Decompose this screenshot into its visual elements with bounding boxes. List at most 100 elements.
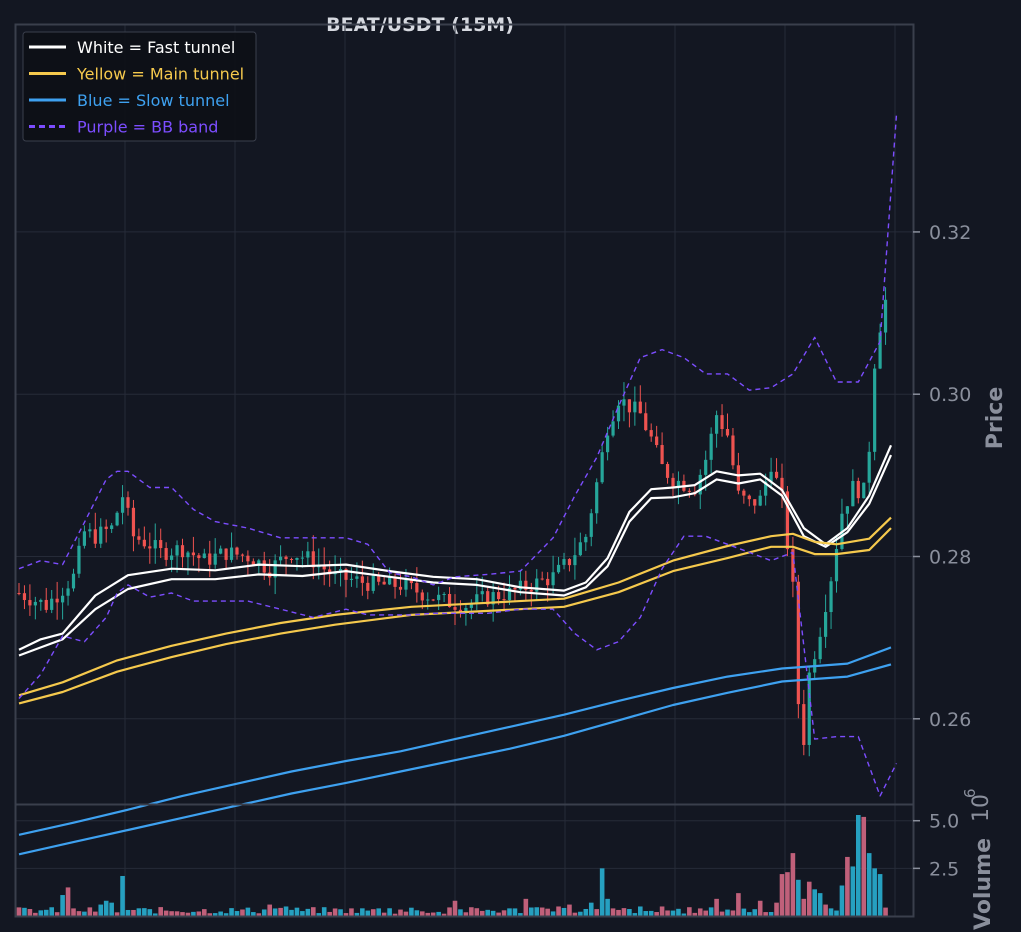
volume-bar [665, 910, 670, 916]
volume-bar [93, 911, 98, 916]
candle-up [371, 575, 375, 591]
candle-up [50, 598, 54, 610]
volume-bar [311, 907, 316, 916]
volume-bar [196, 911, 202, 916]
volume-bar [790, 853, 796, 916]
price-tick-label: 0.32 [929, 222, 971, 244]
candle-up [229, 547, 234, 560]
candle-up [834, 548, 839, 582]
candle-down [191, 552, 195, 556]
candle-down [458, 609, 463, 613]
candle-down [747, 495, 751, 500]
volume-bar [174, 911, 180, 916]
volume-bar [125, 909, 131, 916]
candle-down [720, 415, 724, 430]
candle-up [99, 526, 103, 544]
candle-up [845, 506, 849, 514]
volume-bar [65, 887, 71, 916]
candle-up [507, 587, 512, 601]
volume-bar [752, 909, 758, 916]
candle-down [567, 559, 572, 566]
candle-down [725, 429, 730, 436]
volume-bar [490, 910, 496, 916]
volume-bar [354, 912, 360, 916]
volume-bar [877, 874, 883, 916]
candle-down [420, 592, 424, 601]
volume-bar [550, 911, 556, 916]
volume-tick-label: 5.0 [929, 811, 959, 833]
volume-bar [638, 906, 643, 916]
candle-down [655, 436, 659, 446]
candle-up [480, 591, 484, 595]
candle-down [126, 497, 130, 508]
volume-bar [572, 912, 578, 916]
volume-bar [845, 856, 850, 916]
volume-bar [441, 913, 447, 916]
candle-up [551, 572, 555, 586]
candle-down [447, 593, 452, 608]
candle-up [676, 480, 681, 488]
volume-bar [152, 913, 158, 916]
candle-down [513, 587, 517, 590]
volume-tick-label: 2.5 [929, 858, 959, 880]
volume-bar [616, 909, 621, 916]
volume-bar [866, 853, 872, 916]
volume-bar [420, 911, 425, 916]
volume-bar [114, 912, 120, 916]
volume-bar [229, 908, 234, 916]
volume-bar [850, 866, 856, 916]
volume-bar [27, 909, 33, 916]
candle-up [475, 594, 479, 604]
candle-down [671, 477, 675, 488]
volume-bar [98, 904, 104, 916]
volume-bar [71, 908, 76, 916]
volume-bar [648, 910, 654, 916]
volume-bar [163, 910, 169, 916]
candle-up [300, 557, 304, 559]
volume-bar [681, 913, 687, 916]
candle-down [502, 599, 506, 601]
volume-bar [578, 911, 583, 916]
volume-exponent-power: 6 [961, 788, 979, 798]
volume-bar [387, 908, 392, 916]
candle-down [44, 599, 48, 610]
candle-up [573, 555, 577, 566]
candle-up [758, 495, 762, 506]
volume-axis: 2.5 5.0 [913, 811, 959, 880]
candle-down [497, 592, 501, 600]
candle-down [235, 547, 239, 555]
candle-up [769, 471, 773, 482]
candle-down [742, 490, 746, 496]
volume-bar [202, 909, 207, 916]
candle-up [202, 553, 206, 559]
candle-up [437, 594, 441, 601]
volume-bar [256, 913, 262, 916]
candle-up [562, 559, 566, 565]
volume-bar [632, 913, 638, 916]
candle-up [115, 512, 119, 526]
volume-bar [534, 907, 540, 916]
candle-down [246, 555, 250, 562]
candle-up [153, 540, 157, 549]
volume-bar [43, 909, 49, 916]
candle-down [398, 586, 403, 590]
candle-down [159, 540, 163, 549]
series-line-yellow-lower [18, 527, 892, 705]
volume-bar [529, 907, 534, 916]
price-tick-label: 0.30 [929, 384, 971, 406]
volume-bar [261, 909, 267, 916]
candle-up [698, 474, 702, 495]
volume-bar [861, 816, 867, 916]
candle-up [600, 452, 604, 483]
volume-bar [839, 885, 845, 916]
volume-exponent-base: 10 [969, 794, 994, 822]
volume-bar [33, 912, 38, 916]
candle-up [426, 599, 430, 601]
volume-bar [16, 907, 22, 916]
candles-layer [17, 287, 888, 757]
volume-bar [523, 898, 529, 916]
volume-bar [22, 907, 27, 916]
volume-bar [218, 911, 223, 916]
